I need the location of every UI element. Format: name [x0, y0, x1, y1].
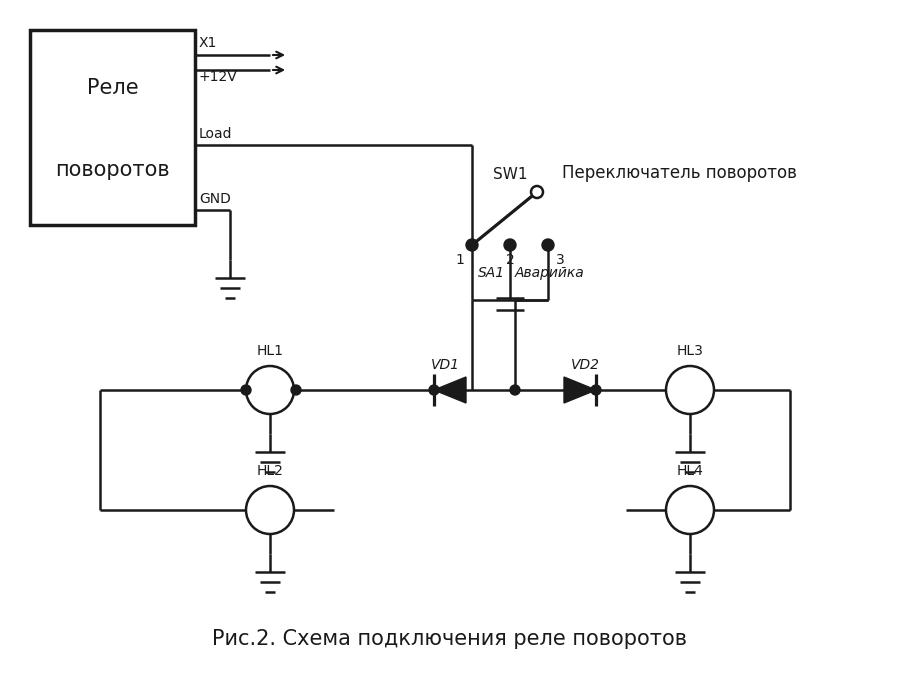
Text: HL3: HL3 [676, 344, 703, 358]
Text: Реле: Реле [87, 78, 138, 98]
Text: 2: 2 [506, 253, 515, 267]
Text: VD2: VD2 [570, 358, 600, 372]
Text: Аварийка: Аварийка [515, 266, 585, 280]
Text: 1: 1 [455, 253, 464, 267]
Circle shape [591, 385, 601, 395]
Text: GND: GND [199, 192, 231, 206]
Text: VD1: VD1 [430, 358, 460, 372]
Text: HL1: HL1 [257, 344, 284, 358]
Text: HL2: HL2 [257, 464, 284, 478]
Polygon shape [564, 377, 596, 403]
Circle shape [542, 239, 554, 251]
Text: Load: Load [199, 127, 233, 141]
Circle shape [429, 385, 439, 395]
Circle shape [510, 385, 520, 395]
Polygon shape [434, 377, 466, 403]
Text: X1: X1 [199, 36, 217, 50]
Text: поворотов: поворотов [55, 160, 170, 181]
Circle shape [241, 385, 251, 395]
Text: Рис.2. Схема подключения реле поворотов: Рис.2. Схема подключения реле поворотов [212, 629, 686, 649]
Circle shape [504, 239, 516, 251]
Text: HL4: HL4 [676, 464, 703, 478]
Circle shape [531, 186, 543, 198]
FancyBboxPatch shape [30, 30, 195, 225]
Circle shape [666, 486, 714, 534]
Text: SA1: SA1 [478, 266, 505, 280]
Circle shape [246, 486, 294, 534]
Circle shape [666, 366, 714, 414]
Circle shape [291, 385, 301, 395]
Circle shape [246, 366, 294, 414]
Text: 3: 3 [556, 253, 565, 267]
Text: SW1: SW1 [492, 167, 527, 182]
Text: +12V: +12V [199, 70, 238, 84]
Text: Переключатель поворотов: Переключатель поворотов [562, 164, 797, 182]
Circle shape [466, 239, 478, 251]
